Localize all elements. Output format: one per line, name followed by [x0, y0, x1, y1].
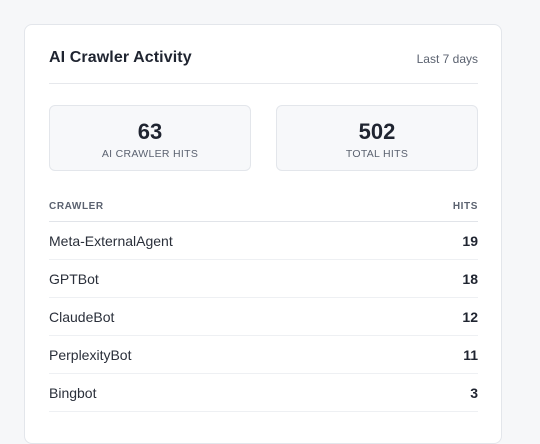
column-header-hits: HITS	[452, 201, 478, 212]
table-row: GPTBot 18	[49, 260, 478, 298]
column-header-crawler: CRAWLER	[49, 201, 104, 212]
stat-label: AI CRAWLER HITS	[101, 148, 199, 160]
crawler-hits: 11	[463, 347, 478, 363]
stat-value: 63	[137, 119, 163, 144]
table-row: PerplexityBot 11	[49, 336, 478, 374]
crawler-name: ClaudeBot	[49, 309, 115, 325]
stat-value: 502	[358, 119, 396, 144]
crawler-hits: 18	[462, 271, 478, 287]
date-range-label: Last 7 days	[416, 52, 478, 66]
crawler-table: CRAWLER HITS Meta-ExternalAgent 19 GPTBo…	[49, 199, 478, 412]
crawler-activity-card: AI Crawler Activity Last 7 days 63 AI CR…	[24, 24, 502, 444]
table-row: Meta-ExternalAgent 19	[49, 222, 478, 260]
table-row: ClaudeBot 12	[49, 298, 478, 336]
table-row: Bingbot 3	[49, 374, 478, 412]
crawler-hits: 12	[462, 309, 478, 325]
crawler-name: PerplexityBot	[49, 347, 132, 363]
stat-label: TOTAL HITS	[345, 148, 409, 160]
crawler-hits: 19	[462, 233, 478, 249]
card-header: AI Crawler Activity Last 7 days	[49, 47, 478, 84]
crawler-name: Bingbot	[49, 385, 97, 401]
stats-row: 63 AI CRAWLER HITS 502 TOTAL HITS	[49, 105, 478, 171]
crawler-name: Meta-ExternalAgent	[49, 233, 173, 249]
crawler-hits: 3	[470, 385, 478, 401]
table-header: CRAWLER HITS	[49, 199, 478, 222]
stat-ai-crawler-hits: 63 AI CRAWLER HITS	[49, 105, 251, 171]
crawler-name: GPTBot	[49, 271, 99, 287]
card-title: AI Crawler Activity	[49, 49, 192, 66]
stat-total-hits: 502 TOTAL HITS	[276, 105, 478, 171]
